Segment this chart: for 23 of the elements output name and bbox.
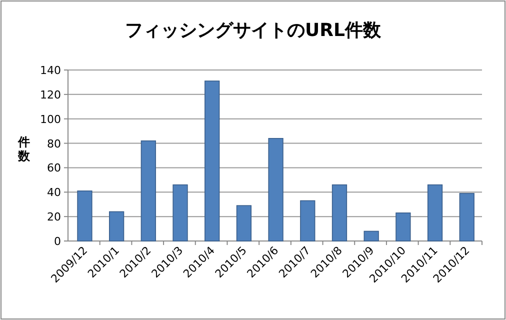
y-tick-label: 40: [47, 186, 61, 200]
bar: [236, 205, 252, 242]
y-tick-label: 120: [40, 88, 61, 102]
bar: [204, 80, 220, 242]
y-tick-label: 20: [47, 210, 61, 224]
bar: [396, 212, 411, 242]
y-tick-label: 60: [47, 162, 61, 175]
bar: [140, 140, 156, 242]
y-axis-title: 件数: [17, 135, 31, 163]
y-tick-label: 100: [40, 112, 61, 126]
bar: [300, 200, 316, 242]
bar: [109, 211, 124, 242]
bar: [427, 184, 443, 242]
bar: [459, 192, 474, 242]
chart-title: フィッシングサイトのURL件数: [125, 20, 382, 41]
bar: [172, 184, 188, 242]
y-tick-label: 0: [54, 235, 61, 248]
y-tick-label: 140: [40, 64, 61, 77]
bar: [268, 138, 284, 242]
bar: [77, 190, 92, 242]
y-tick-label: 80: [47, 137, 61, 150]
bar: [364, 230, 379, 242]
bar: [332, 184, 348, 242]
